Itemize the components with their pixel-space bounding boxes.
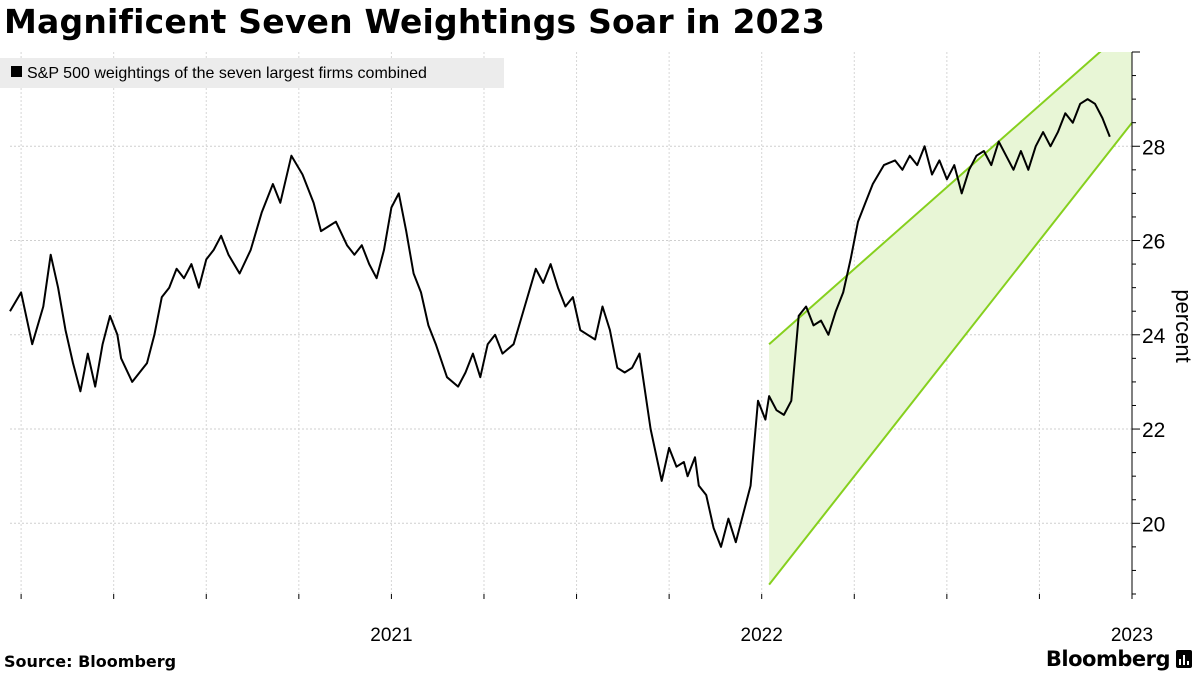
channel-fill (769, 52, 1132, 585)
x-tick-label: 2022 (741, 625, 783, 646)
legend-swatch (11, 66, 22, 77)
legend-background (0, 58, 504, 88)
y-axis: 20 22 24 26 28 (1131, 51, 1166, 595)
bloomberg-icon (1176, 650, 1192, 668)
y-tick-label: 28 (1142, 136, 1165, 159)
x-axis: 2021 2022 2023 (20, 594, 1153, 646)
series-layer (9, 98, 1111, 548)
gridlines (10, 52, 1133, 594)
source-note: Source: Bloomberg (4, 652, 177, 671)
trend-channel (768, 52, 1132, 586)
brand-name: Bloomberg (1045, 647, 1171, 671)
x-tick-label: 2023 (1111, 625, 1153, 646)
legend-label: S&P 500 weightings of the seven largest … (27, 65, 427, 82)
y-tick-label: 20 (1142, 513, 1165, 536)
y-tick-label: 24 (1142, 325, 1166, 348)
y-tick-label: 22 (1142, 419, 1165, 442)
y-tick-label: 26 (1142, 231, 1165, 254)
x-tick-label: 2021 (370, 625, 412, 646)
chart-title: Magnificent Seven Weightings Soar in 202… (4, 2, 826, 41)
legend: S&P 500 weightings of the seven largest … (0, 58, 504, 88)
y-axis-title: percent (1171, 289, 1196, 362)
series-line (9, 98, 1111, 548)
brand-logo: Bloomberg (1046, 647, 1192, 671)
channel-lower-line (768, 122, 1132, 586)
channel-upper-line (768, 52, 1102, 345)
